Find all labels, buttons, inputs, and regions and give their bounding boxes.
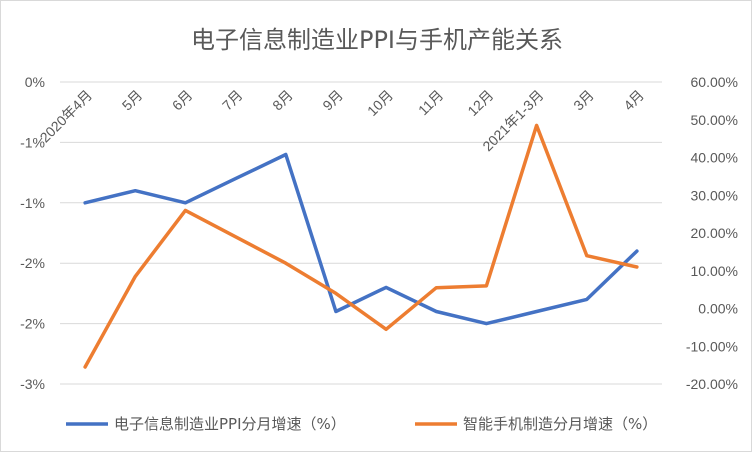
legend-label: 智能手机制造分月增速（%） bbox=[463, 415, 657, 433]
x-axis-category-label: 3月 bbox=[570, 87, 597, 114]
left-axis: 0% -1% -1% -2% -2% -3% bbox=[20, 74, 45, 392]
right-axis-tick-label: -20.00% bbox=[686, 376, 738, 392]
series-layer bbox=[83, 123, 639, 369]
x-axis-category-label: 12月 bbox=[464, 87, 496, 119]
right-axis-tick-label: 40.00% bbox=[691, 150, 738, 166]
right-axis: 60.00% 50.00% 40.00% 30.00% 20.00% 10.00% 0.00… bbox=[686, 74, 738, 392]
x-axis-category-label: 9月 bbox=[319, 87, 346, 114]
left-axis-tick-label: -1% bbox=[20, 134, 45, 150]
x-axis-category-label: 10月 bbox=[364, 87, 396, 119]
left-axis-tick-label: -2% bbox=[20, 316, 45, 332]
right-axis-tick-label: 50.00% bbox=[691, 112, 738, 128]
x-axis-category-label: 5月 bbox=[119, 87, 146, 114]
legend-label: 电子信息制造业PPI分月增速（%） bbox=[114, 415, 346, 433]
grid-layer bbox=[60, 81, 662, 385]
right-axis-tick-label: 10.00% bbox=[691, 263, 738, 279]
x-axis-category-label: 8月 bbox=[269, 87, 296, 114]
legend: 电子信息制造业PPI分月增速（%） 智能手机制造分月增速（%） bbox=[66, 415, 657, 433]
right-axis-tick-label: 20.00% bbox=[691, 225, 738, 241]
x-axis-category-label: 2020年4月 bbox=[37, 87, 96, 146]
right-axis-tick-label: -10.00% bbox=[686, 338, 738, 354]
series-line-1 bbox=[83, 152, 639, 326]
x-axis-category-label: 4月 bbox=[620, 87, 647, 114]
x-axis-category-label: 11月 bbox=[415, 87, 446, 118]
chart-title: 电子信息制造业PPI与手机产能关系 bbox=[191, 26, 563, 54]
left-axis-tick-label: -1% bbox=[20, 195, 45, 211]
x-axis-category-label: 7月 bbox=[219, 87, 246, 114]
left-axis-tick-label: -2% bbox=[20, 255, 45, 271]
right-axis-tick-label: 30.00% bbox=[691, 187, 738, 203]
series-line-2 bbox=[83, 123, 639, 369]
left-axis-tick-label: 0% bbox=[25, 74, 45, 90]
right-axis-tick-label: 0.00% bbox=[698, 301, 738, 317]
left-axis-tick-label: -3% bbox=[20, 376, 45, 392]
right-axis-tick-label: 60.00% bbox=[691, 74, 738, 90]
x-axis-category-label: 6月 bbox=[169, 87, 196, 114]
